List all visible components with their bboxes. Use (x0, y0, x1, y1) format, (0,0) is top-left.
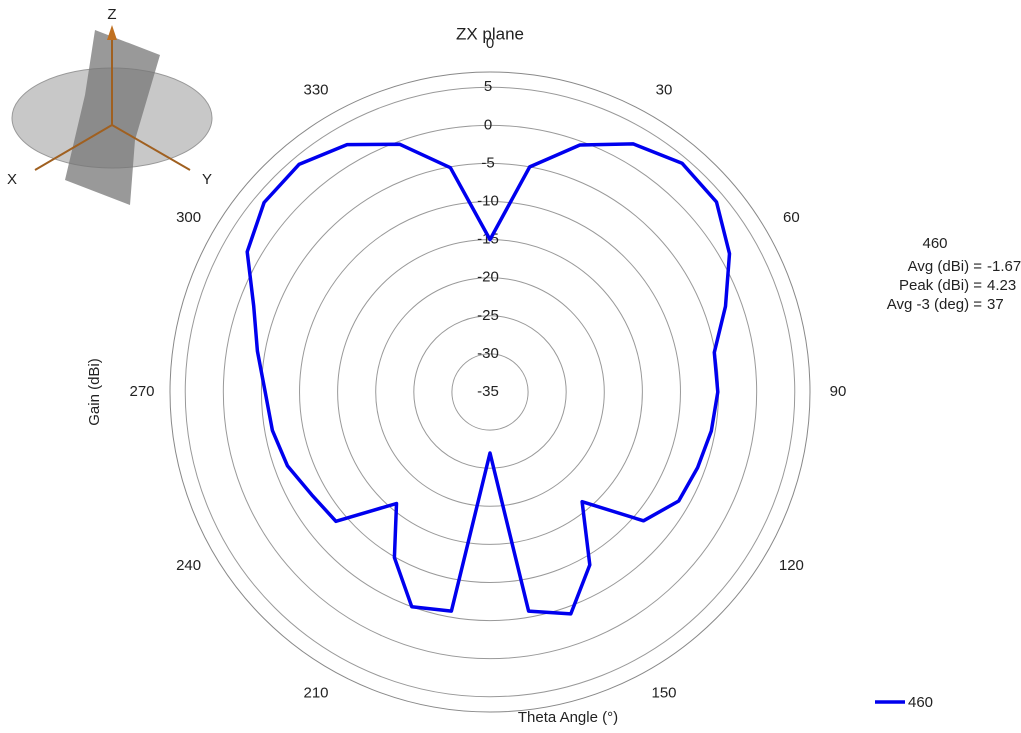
r-axis-label: Gain (dBi) (86, 358, 103, 426)
theta-tick-label: 270 (129, 383, 154, 400)
annotation-label: Peak (dBi) = (899, 277, 982, 294)
annotation-value: -1.67 (987, 258, 1021, 275)
chart-title: ZX plane (456, 24, 524, 43)
grid-ring (375, 277, 605, 507)
r-tick-label: -10 (477, 192, 499, 209)
r-tick-label: -30 (477, 345, 499, 362)
annotation-label: Avg -3 (deg) = (887, 296, 982, 313)
theta-tick-label: 60 (783, 209, 800, 226)
annotation-value: 4.23 (987, 277, 1016, 294)
theta-tick-label: 300 (176, 209, 201, 226)
grid-ring (222, 124, 758, 660)
grid-ring (299, 201, 681, 583)
grid-ring (451, 353, 529, 431)
theta-tick-label: 30 (656, 82, 673, 99)
annotation-title: 460 (922, 235, 947, 252)
outer-ring (169, 71, 811, 713)
theta-tick-label: 240 (176, 557, 201, 574)
r-tick-label: -35 (477, 383, 499, 400)
theta-tick-label: 330 (303, 82, 328, 99)
grid-ring (413, 315, 567, 469)
theta-tick-label: 120 (779, 557, 804, 574)
r-tick-label: 0 (484, 116, 492, 133)
grid-ring (184, 86, 796, 698)
legend-label: 460 (908, 694, 933, 711)
orientation-icon: Z X Y (7, 6, 213, 205)
r-tick-label: -25 (477, 307, 499, 324)
r-tick-label: 5 (484, 78, 492, 95)
series-line (245, 142, 732, 616)
theta-tick-label: 150 (651, 684, 676, 701)
r-tick-label: -5 (481, 154, 494, 171)
annotation-label: Avg (dBi) = (908, 258, 983, 275)
theta-tick-label: 0 (486, 35, 494, 52)
axis-y: Y (202, 171, 212, 188)
axis-z: Z (107, 6, 116, 23)
theta-axis-label: Theta Angle (°) (518, 709, 618, 726)
axis-x: X (7, 171, 17, 188)
theta-tick-label: 210 (303, 684, 328, 701)
r-tick-label: -20 (477, 269, 499, 286)
annotation-value: 37 (987, 296, 1004, 313)
theta-tick-label: 90 (830, 383, 847, 400)
